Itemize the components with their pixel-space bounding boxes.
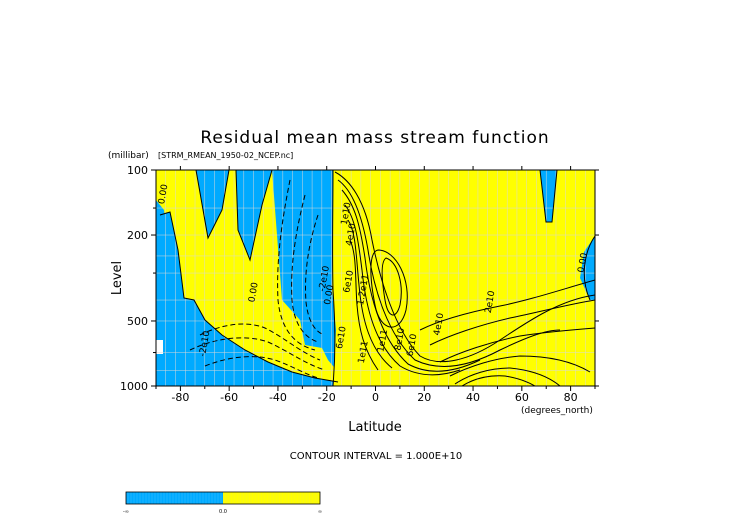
contour-zero-sh <box>159 170 339 383</box>
contour-label: -2e10 <box>318 265 332 293</box>
x-axis-title: Latitude <box>348 420 402 435</box>
contour-label: 8e10 <box>393 327 407 351</box>
contour-core-2 <box>370 249 408 328</box>
contour-positive-6 <box>349 239 379 371</box>
contour-label: 0.00 <box>157 183 170 205</box>
contour-negative-6 <box>204 356 319 379</box>
x-tick-label: -80 <box>171 391 189 404</box>
contour-label: 6e10 <box>335 325 349 349</box>
x-tick-label: 20 <box>417 391 431 404</box>
y-tick-label: 500 <box>127 315 148 328</box>
contour-interval-label: CONTOUR INTERVAL = 1.000E+10 <box>290 451 462 462</box>
colorbar-label-min: -∞ <box>123 509 129 515</box>
contour-label: 2e10 <box>484 290 498 314</box>
contour-positive-2 <box>337 179 561 367</box>
colorbar-positive <box>223 492 320 504</box>
positive-region-south-inner <box>156 212 345 386</box>
y-tick-label: 200 <box>127 229 148 242</box>
y-axis-title: Level <box>110 261 125 295</box>
contour-label: -2e10 <box>198 330 212 358</box>
x-tick-label: 0 <box>372 391 379 404</box>
grid <box>156 170 595 386</box>
x-tick-label: -20 <box>318 391 336 404</box>
contour-nh-2 <box>429 299 595 346</box>
contour-label: 0.00 <box>323 284 336 306</box>
chart-title: Residual mean mass stream function <box>200 128 549 148</box>
contour-label: 4e10 <box>432 312 446 336</box>
contour-positive-4 <box>344 204 461 376</box>
colorbar-negative <box>126 492 223 504</box>
contour-label: 0.00 <box>247 281 260 303</box>
contour-zero-main <box>332 170 336 386</box>
colorbar-label-max: ∞ <box>318 509 322 515</box>
contour-nh-3 <box>439 327 595 363</box>
x-units-label: (degrees_north) <box>521 406 593 416</box>
contour-positive-1 <box>334 171 595 363</box>
contour-label: 6e10 <box>342 269 356 293</box>
positive-region-main <box>332 170 595 386</box>
missing-data-patch <box>156 340 163 354</box>
contour-label: 1e10 <box>340 201 354 225</box>
x-tick-label: -60 <box>220 391 238 404</box>
colorbar-frame <box>125 491 321 505</box>
contour-label: 6e10 <box>406 333 420 357</box>
colorbar-label-mid: 0.0 <box>219 509 227 515</box>
contour-label: 4e10 <box>345 222 359 246</box>
contour-label: 1e11 <box>376 329 390 353</box>
y-units-label: (millibar) <box>108 151 149 161</box>
x-tick-label: -40 <box>269 391 287 404</box>
contour-positive-5 <box>347 219 393 369</box>
colorbar: -∞ 0.0 ∞ <box>123 491 322 515</box>
x-tick-label: 60 <box>515 391 529 404</box>
contour-label: 0.00 <box>577 252 590 274</box>
contour-nh-5 <box>454 367 561 386</box>
y-tick-label: 1000 <box>120 380 148 393</box>
dataset-label: [STRM_RMEAN_1950-02_NCEP.nc] <box>158 151 293 160</box>
contour-negative-2 <box>291 194 319 343</box>
x-tick-label: 40 <box>466 391 480 404</box>
y-tick-label: 100 <box>127 164 148 177</box>
y-axis: 100 200 500 1000 <box>120 164 599 393</box>
contour-nh-6 <box>461 375 536 386</box>
contour-zero-nh <box>583 235 595 301</box>
contour-nh-1 <box>419 279 595 331</box>
contour-label: 1e11 <box>357 340 371 364</box>
contour-zero-nh-2 <box>539 170 558 223</box>
x-axis: -80 -60 -40 -20 0 20 40 60 80 <box>155 166 596 404</box>
contour-nh-4 <box>449 355 591 377</box>
contour-negative-5 <box>189 337 326 371</box>
x-tick-label: 80 <box>564 391 578 404</box>
contour-negative-1 <box>277 179 316 351</box>
contour-negative-4 <box>199 323 321 361</box>
contour-core <box>381 257 402 316</box>
contour-negative-3 <box>305 214 323 335</box>
